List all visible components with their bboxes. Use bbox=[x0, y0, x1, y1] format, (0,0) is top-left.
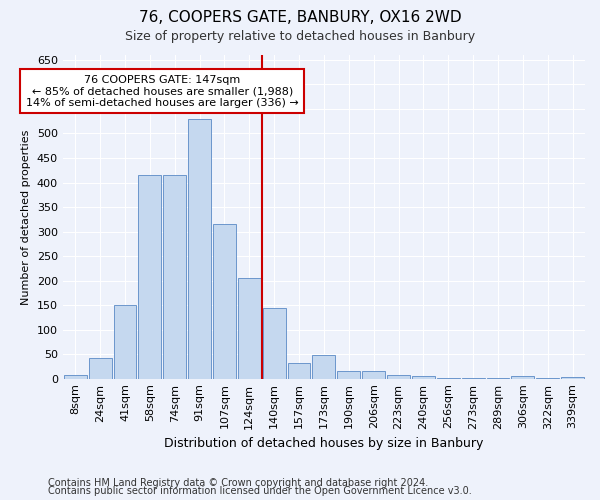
Bar bbox=[113, 305, 136, 378]
Text: Contains public sector information licensed under the Open Government Licence v3: Contains public sector information licen… bbox=[48, 486, 472, 496]
Text: 76, COOPERS GATE, BANBURY, OX16 2WD: 76, COOPERS GATE, BANBURY, OX16 2WD bbox=[139, 10, 461, 25]
Y-axis label: Number of detached properties: Number of detached properties bbox=[21, 129, 31, 304]
Bar bbox=[511, 376, 534, 378]
Text: 76 COOPERS GATE: 147sqm
← 85% of detached houses are smaller (1,988)
14% of semi: 76 COOPERS GATE: 147sqm ← 85% of detache… bbox=[26, 74, 299, 108]
Text: Size of property relative to detached houses in Banbury: Size of property relative to detached ho… bbox=[125, 30, 475, 43]
Bar bbox=[313, 355, 335, 378]
Bar bbox=[561, 377, 584, 378]
Bar bbox=[89, 358, 112, 378]
Bar bbox=[139, 175, 161, 378]
Bar bbox=[287, 363, 310, 378]
Bar bbox=[412, 376, 435, 378]
Bar bbox=[213, 224, 236, 378]
Bar bbox=[263, 308, 286, 378]
Bar bbox=[362, 372, 385, 378]
Text: Contains HM Land Registry data © Crown copyright and database right 2024.: Contains HM Land Registry data © Crown c… bbox=[48, 478, 428, 488]
Bar bbox=[64, 375, 86, 378]
X-axis label: Distribution of detached houses by size in Banbury: Distribution of detached houses by size … bbox=[164, 437, 484, 450]
Bar bbox=[163, 175, 186, 378]
Bar bbox=[238, 278, 261, 378]
Bar bbox=[188, 119, 211, 378]
Bar bbox=[337, 372, 360, 378]
Bar bbox=[387, 375, 410, 378]
